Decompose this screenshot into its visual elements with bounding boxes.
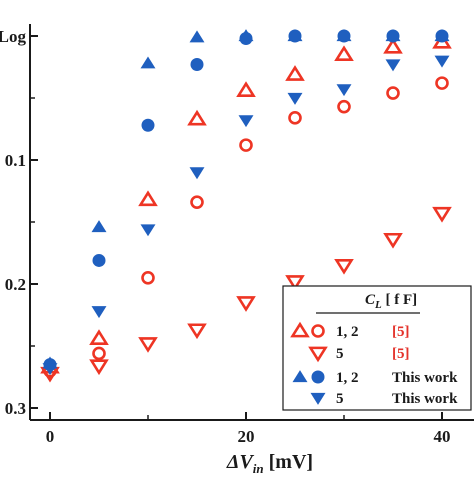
- data-point: [434, 55, 450, 68]
- legend-header: CL [ f F]: [365, 292, 417, 311]
- data-points: [40, 29, 452, 383]
- data-point: [238, 115, 254, 128]
- data-point: [386, 86, 400, 100]
- x-axis-unit: [mV]: [264, 451, 313, 473]
- data-point: [288, 111, 302, 125]
- data-point: [337, 29, 351, 43]
- x-tick-label: 40: [434, 427, 451, 446]
- data-point: [337, 99, 351, 114]
- data-point: [383, 37, 403, 54]
- legend-values: 5: [336, 346, 344, 362]
- legend-row: 1, 2 [5]: [290, 321, 410, 340]
- y-tick-label: 0.3: [5, 399, 26, 418]
- legend-source: [5]: [392, 346, 410, 362]
- legend-marker: [310, 392, 326, 405]
- data-point: [141, 118, 155, 132]
- data-point: [92, 253, 106, 267]
- legend-marker: [308, 346, 328, 363]
- data-point: [140, 224, 156, 237]
- data-point: [187, 109, 207, 126]
- x-axis-label: ΔVin [mV]: [226, 451, 313, 474]
- legend-header-symbol: C: [365, 292, 376, 308]
- data-point: [239, 31, 253, 45]
- data-point: [432, 32, 452, 49]
- data-point: [189, 167, 205, 180]
- data-point: [92, 346, 106, 361]
- data-point: [435, 76, 449, 90]
- data-point: [187, 323, 207, 340]
- y-tick-label: 0.2: [5, 275, 26, 294]
- legend: CL [ f F] 1, 2 [5] 5 [5] 1, 2 This work 5 This w…: [282, 285, 472, 411]
- data-point: [91, 306, 107, 319]
- y-top-label: Log: [0, 27, 26, 46]
- data-point: [138, 337, 158, 353]
- data-point: [336, 84, 352, 97]
- legend-row: 5 [5]: [308, 346, 410, 363]
- legend-row: 5 This work: [310, 391, 458, 407]
- legend-values: 1, 2: [336, 370, 359, 386]
- legend-source: [5]: [392, 324, 410, 340]
- legend-marker: [292, 370, 308, 383]
- x-tick-label: 20: [238, 427, 255, 446]
- data-point: [386, 29, 400, 43]
- axis-labels: ΔVin [mV]: [226, 451, 313, 476]
- data-point: [189, 30, 205, 43]
- legend-source: This work: [392, 370, 458, 386]
- legend-header-unit: [ f F]: [382, 292, 417, 308]
- data-point: [91, 220, 107, 233]
- data-point: [140, 56, 156, 69]
- x-tick-label: 0: [46, 427, 55, 446]
- legend-values: 5: [336, 391, 344, 407]
- legend-row: 1, 2 This work: [292, 370, 458, 386]
- data-point: [190, 58, 204, 72]
- data-point: [89, 329, 109, 345]
- x-axis-subscript: in: [253, 461, 264, 474]
- data-point: [383, 232, 403, 249]
- x-axis-symbol: ΔV: [226, 451, 255, 473]
- legend-values: 1, 2: [336, 324, 359, 340]
- data-point: [89, 359, 109, 376]
- y-tick-label: 0.1: [5, 151, 26, 170]
- legend-marker: [290, 321, 310, 338]
- legend-header-subscript: L: [374, 299, 382, 311]
- data-point: [138, 190, 158, 207]
- data-point: [288, 29, 302, 43]
- data-point: [435, 29, 449, 43]
- data-point: [236, 296, 256, 312]
- data-point: [236, 81, 256, 97]
- series-down-triangle-filled-this-work: [42, 55, 450, 376]
- data-point: [432, 206, 452, 223]
- data-point: [285, 275, 305, 291]
- data-point: [239, 138, 253, 152]
- legend-source: This work: [392, 391, 458, 407]
- data-point: [334, 258, 354, 275]
- data-point: [42, 363, 58, 376]
- data-point: [190, 195, 204, 209]
- data-point: [141, 270, 155, 285]
- data-point: [287, 92, 303, 105]
- legend-marker: [311, 370, 325, 384]
- legend-marker: [311, 324, 325, 338]
- data-point: [334, 45, 354, 62]
- data-point: [385, 59, 401, 72]
- data-point: [285, 65, 305, 81]
- axes: 0 20 40 0.1 0.2 0.3 Log: [0, 24, 474, 446]
